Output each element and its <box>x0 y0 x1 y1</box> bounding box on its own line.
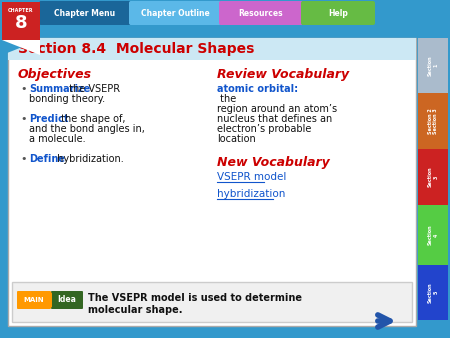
Text: Resources: Resources <box>238 9 284 19</box>
Text: location: location <box>217 134 256 144</box>
Bar <box>418 38 448 93</box>
Text: New Vocabulary: New Vocabulary <box>217 156 330 169</box>
Text: 8: 8 <box>15 14 27 32</box>
Polygon shape <box>2 40 40 55</box>
FancyBboxPatch shape <box>219 1 303 25</box>
Text: Summarize: Summarize <box>29 84 90 94</box>
Text: a molecule.: a molecule. <box>29 134 86 144</box>
Text: MAIN: MAIN <box>24 297 44 303</box>
Bar <box>2 2 40 40</box>
Bar <box>8 38 416 60</box>
Text: Chapter Menu: Chapter Menu <box>54 9 116 19</box>
Text: hybridization.: hybridization. <box>54 154 124 164</box>
Text: hybridization: hybridization <box>217 189 285 199</box>
Bar <box>12 282 412 322</box>
Text: Idea: Idea <box>58 295 76 305</box>
Text: Objectives: Objectives <box>18 68 92 81</box>
Text: VSEPR model: VSEPR model <box>217 172 286 182</box>
Text: Define: Define <box>29 154 65 164</box>
FancyBboxPatch shape <box>301 1 375 25</box>
Polygon shape <box>2 40 40 55</box>
Text: Predict: Predict <box>29 114 68 124</box>
Bar <box>418 149 448 205</box>
Text: CHAPTER: CHAPTER <box>8 7 34 13</box>
FancyBboxPatch shape <box>17 291 51 309</box>
Bar <box>8 38 416 326</box>
Text: Section 2
Section 3: Section 2 Section 3 <box>428 108 438 134</box>
Text: Chapter Outline: Chapter Outline <box>140 9 209 19</box>
Text: the: the <box>217 94 236 104</box>
Text: atomic orbital:: atomic orbital: <box>217 84 298 94</box>
FancyBboxPatch shape <box>51 291 83 309</box>
Text: electron’s probable: electron’s probable <box>217 124 311 134</box>
Text: •: • <box>20 84 27 94</box>
Text: The VSEPR model is used to determine: The VSEPR model is used to determine <box>88 293 302 303</box>
Text: nucleus that defines an: nucleus that defines an <box>217 114 332 124</box>
Text: molecular shape.: molecular shape. <box>88 305 183 315</box>
Text: bonding theory.: bonding theory. <box>29 94 105 104</box>
Text: Help: Help <box>328 9 348 19</box>
Text: •: • <box>20 114 27 124</box>
Bar <box>418 265 448 320</box>
Text: the VSEPR: the VSEPR <box>66 84 121 94</box>
Text: •: • <box>20 154 27 164</box>
FancyBboxPatch shape <box>39 1 131 25</box>
Text: Section 8.4  Molecular Shapes: Section 8.4 Molecular Shapes <box>18 42 254 56</box>
Text: Section
5: Section 5 <box>428 282 438 303</box>
Text: Section
3: Section 3 <box>428 167 438 187</box>
Text: the shape of,: the shape of, <box>58 114 126 124</box>
Text: Section
1: Section 1 <box>428 55 438 76</box>
Text: Review Vocabulary: Review Vocabulary <box>217 68 349 81</box>
Bar <box>418 205 448 265</box>
Text: and the bond angles in,: and the bond angles in, <box>29 124 145 134</box>
Text: region around an atom’s: region around an atom’s <box>217 104 337 114</box>
Text: Section
4: Section 4 <box>428 225 438 245</box>
Polygon shape <box>46 292 52 308</box>
FancyBboxPatch shape <box>129 1 221 25</box>
Bar <box>418 93 448 149</box>
